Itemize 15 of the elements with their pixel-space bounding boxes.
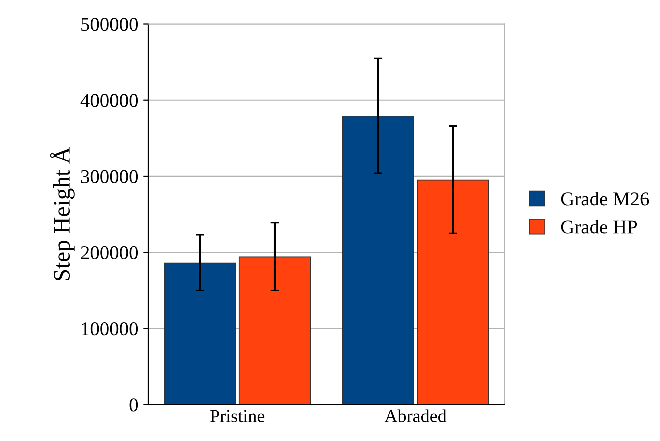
y-axis-title: Step Height Å [50,147,75,281]
bar [238,256,312,405]
x-tick-label: Abraded [384,410,447,422]
y-tick-label: 500000 [82,18,138,32]
x-tick-label: Pristine [210,410,265,422]
legend-label: Grade HP [561,220,638,234]
y-tick-label: 100000 [82,322,138,336]
y-tick-label: 200000 [81,246,138,260]
bar [164,262,236,405]
y-tick-label: 400000 [80,94,138,108]
y-tick-label: 300000 [81,170,138,184]
bar [342,116,414,405]
bar [417,180,490,405]
legend-label: Grade M26 [561,192,650,206]
y-tick-label: 0 [130,398,138,412]
